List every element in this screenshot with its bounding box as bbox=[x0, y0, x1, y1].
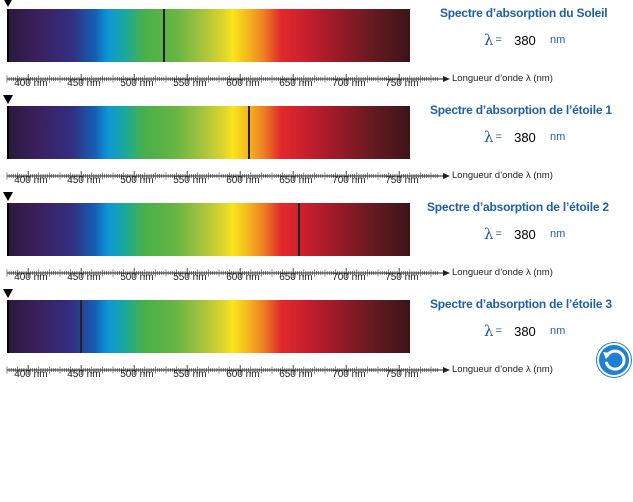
wavelength-value-field[interactable] bbox=[505, 31, 544, 49]
tick-label: 500 nm bbox=[120, 78, 154, 89]
wavelength-slider-handle[interactable] bbox=[3, 95, 13, 104]
absorption-line bbox=[80, 300, 83, 353]
lambda-symbol: λ bbox=[484, 322, 494, 340]
tick-label: 650 nm bbox=[279, 175, 313, 186]
equals-sign: = bbox=[495, 325, 502, 337]
tick-label: 750 nm bbox=[385, 272, 419, 283]
tick-label: 450 nm bbox=[67, 369, 101, 380]
wavelength-axis bbox=[6, 170, 450, 182]
axis-label: Longueur d’onde λ (nm) bbox=[452, 170, 553, 181]
spectrum-panel-sun: Spectre d’absorption du Soleil λ = nm 40… bbox=[0, 0, 633, 106]
wavelength-value-field[interactable] bbox=[505, 225, 544, 243]
spectrum-bar bbox=[7, 203, 410, 256]
tick-label: 400 nm bbox=[14, 175, 48, 186]
equals-sign: = bbox=[495, 131, 502, 143]
axis-label: Longueur d’onde λ (nm) bbox=[452, 364, 553, 375]
lambda-readout: λ = nm bbox=[484, 128, 565, 146]
tick-label: 400 nm bbox=[14, 272, 48, 283]
tick-label: 450 nm bbox=[67, 175, 101, 186]
tick-label: 600 nm bbox=[226, 175, 260, 186]
spectrum-bar bbox=[7, 300, 410, 353]
tick-label: 750 nm bbox=[385, 369, 419, 380]
tick-label: 650 nm bbox=[279, 78, 313, 89]
axis-arrow-icon bbox=[443, 367, 450, 373]
panel-title: Spectre d’absorption de l’étoile 2 bbox=[427, 200, 609, 214]
tick-label: 500 nm bbox=[120, 272, 154, 283]
axis-arrow-icon bbox=[443, 76, 450, 82]
tick-label: 550 nm bbox=[173, 272, 207, 283]
tick-label: 750 nm bbox=[385, 175, 419, 186]
tick-label: 700 nm bbox=[332, 272, 366, 283]
spectrum-bar bbox=[7, 9, 410, 62]
tick-label: 700 nm bbox=[332, 369, 366, 380]
wavelength-axis bbox=[6, 267, 450, 279]
spectrum-left-edge bbox=[7, 9, 9, 62]
panel-title: Spectre d’absorption du Soleil bbox=[440, 6, 608, 20]
tick-label: 700 nm bbox=[332, 175, 366, 186]
wavelength-axis bbox=[6, 364, 450, 376]
axis-ticks bbox=[6, 74, 450, 84]
tick-label: 450 nm bbox=[67, 272, 101, 283]
tick-label: 450 nm bbox=[67, 78, 101, 89]
tick-label: 600 nm bbox=[226, 272, 260, 283]
spectrum-left-edge bbox=[7, 106, 9, 159]
lambda-readout: λ = nm bbox=[484, 225, 565, 243]
spectrum-panel-star-2: Spectre d’absorption de l’étoile 2 λ = n… bbox=[0, 192, 633, 300]
unit-label: nm bbox=[549, 34, 566, 46]
panel-title: Spectre d’absorption de l’étoile 3 bbox=[430, 297, 612, 311]
spectrum-panel-star-3: Spectre d’absorption de l’étoile 3 λ = n… bbox=[0, 289, 633, 397]
axis-label: Longueur d’onde λ (nm) bbox=[452, 73, 553, 84]
tick-label: 550 nm bbox=[173, 369, 207, 380]
tick-label: 550 nm bbox=[173, 175, 207, 186]
absorption-line bbox=[162, 9, 165, 62]
lambda-symbol: λ bbox=[484, 31, 494, 49]
unit-label: nm bbox=[549, 131, 566, 143]
tick-label: 500 nm bbox=[120, 369, 154, 380]
tick-label: 500 nm bbox=[120, 175, 154, 186]
tick-label: 750 nm bbox=[385, 78, 419, 89]
spectrum-bar bbox=[7, 106, 410, 159]
wavelength-slider-handle[interactable] bbox=[3, 192, 13, 201]
spectrum-left-edge bbox=[7, 300, 9, 353]
axis-arrow-icon bbox=[443, 173, 450, 179]
lambda-readout: λ = nm bbox=[484, 322, 565, 340]
wavelength-slider-handle[interactable] bbox=[3, 0, 13, 7]
tick-label: 550 nm bbox=[173, 78, 207, 89]
absorption-line bbox=[297, 203, 300, 256]
wavelength-value-field[interactable] bbox=[505, 128, 544, 146]
lambda-symbol: λ bbox=[484, 225, 494, 243]
tick-label: 650 nm bbox=[279, 272, 313, 283]
tick-label: 400 nm bbox=[14, 78, 48, 89]
tick-label: 400 nm bbox=[14, 369, 48, 380]
wavelength-slider-handle[interactable] bbox=[3, 289, 13, 298]
tick-label: 650 nm bbox=[279, 369, 313, 380]
tick-label: 600 nm bbox=[226, 369, 260, 380]
absorption-line bbox=[247, 106, 250, 159]
unit-label: nm bbox=[549, 228, 566, 240]
tick-label: 600 nm bbox=[226, 78, 260, 89]
wavelength-value-field[interactable] bbox=[505, 322, 544, 340]
wavelength-axis bbox=[6, 73, 450, 85]
axis-arrow-icon bbox=[443, 270, 450, 276]
reset-button[interactable] bbox=[596, 342, 632, 378]
axis-ticks bbox=[6, 365, 450, 375]
unit-label: nm bbox=[549, 325, 566, 337]
spectrum-left-edge bbox=[7, 203, 9, 256]
equals-sign: = bbox=[495, 34, 502, 46]
axis-ticks bbox=[6, 171, 450, 181]
axis-label: Longueur d’onde λ (nm) bbox=[452, 267, 553, 278]
lambda-symbol: λ bbox=[484, 128, 494, 146]
axis-ticks bbox=[6, 268, 450, 278]
lambda-readout: λ = nm bbox=[484, 31, 565, 49]
equals-sign: = bbox=[495, 228, 502, 240]
spectrum-panel-star-1: Spectre d’absorption de l’étoile 1 λ = n… bbox=[0, 95, 633, 203]
rotate-left-icon bbox=[597, 343, 631, 377]
tick-label: 700 nm bbox=[332, 78, 366, 89]
panel-title: Spectre d’absorption de l’étoile 1 bbox=[430, 103, 612, 117]
